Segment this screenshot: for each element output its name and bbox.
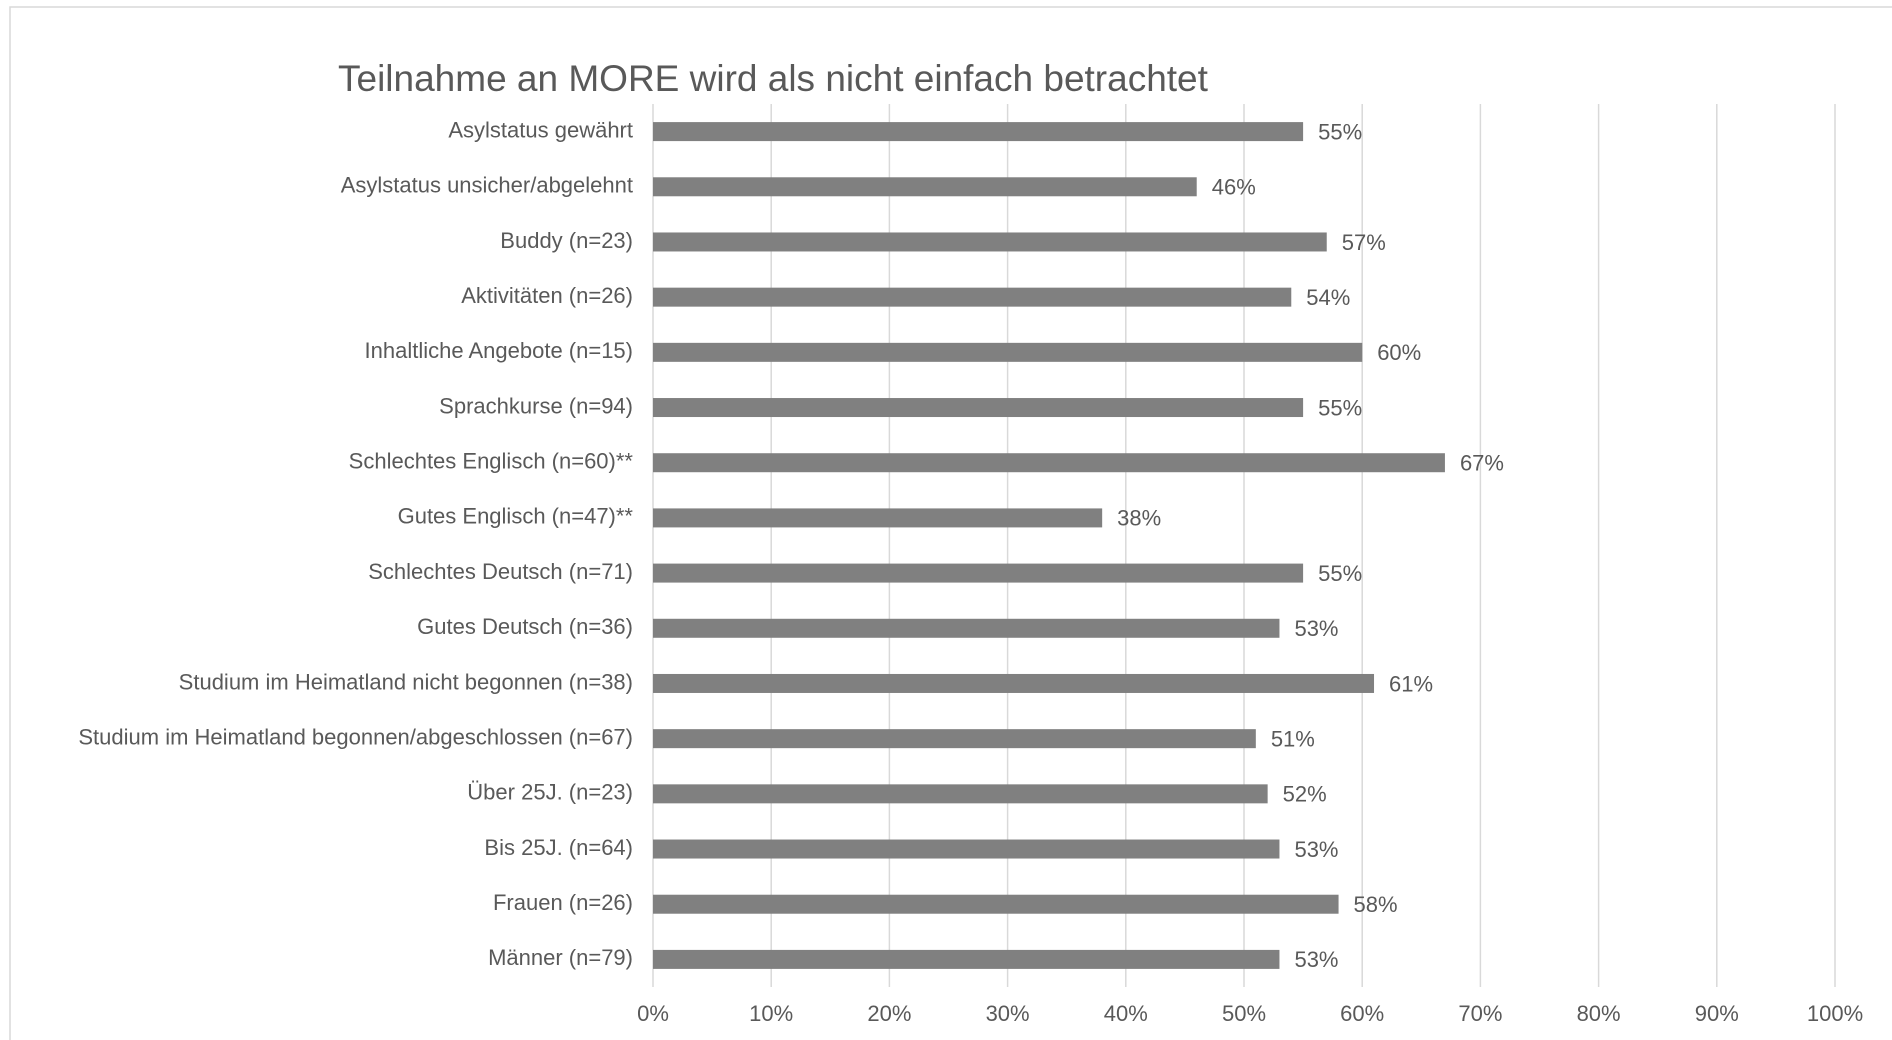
bar xyxy=(653,232,1327,252)
bar xyxy=(653,894,1339,914)
y-tick-label: Schlechtes Deutsch (n=71) xyxy=(368,559,633,584)
bar xyxy=(653,342,1363,362)
x-tick-label: 100% xyxy=(1807,1001,1863,1026)
bar xyxy=(653,508,1103,528)
y-tick-label: Asylstatus gewährt xyxy=(448,117,633,142)
chart-title: Teilnahme an MORE wird als nicht einfach… xyxy=(338,58,1209,99)
y-tick-label: Frauen (n=26) xyxy=(493,890,633,915)
x-tick-label: 60% xyxy=(1340,1001,1384,1026)
data-label: 58% xyxy=(1354,892,1398,917)
y-tick-label: Schlechtes Englisch (n=60)** xyxy=(349,449,634,474)
data-label: 53% xyxy=(1294,616,1338,641)
y-tick-label: Buddy (n=23) xyxy=(500,228,633,253)
bar xyxy=(653,729,1256,749)
bar xyxy=(653,453,1445,473)
bar xyxy=(653,673,1375,693)
y-tick-label: Studium im Heimatland nicht begonnen (n=… xyxy=(179,669,633,694)
x-tick-label: 80% xyxy=(1577,1001,1621,1026)
bar xyxy=(653,287,1292,307)
data-label: 46% xyxy=(1212,175,1256,200)
data-label: 55% xyxy=(1318,119,1362,144)
data-label: 53% xyxy=(1294,837,1338,862)
y-tick-label: Bis 25J. (n=64) xyxy=(484,835,633,860)
data-label: 57% xyxy=(1342,230,1386,255)
data-label: 61% xyxy=(1389,671,1433,696)
x-tick-label: 90% xyxy=(1695,1001,1739,1026)
data-label: 53% xyxy=(1294,947,1338,972)
x-tick-label: 40% xyxy=(1104,1001,1148,1026)
data-label: 38% xyxy=(1117,506,1161,531)
bar xyxy=(653,563,1304,583)
chart-border xyxy=(9,6,1892,1040)
y-tick-label: Inhaltliche Angebote (n=15) xyxy=(365,338,633,363)
y-tick-label: Studium im Heimatland begonnen/abgeschlo… xyxy=(78,724,633,749)
data-label: 55% xyxy=(1318,395,1362,420)
y-tick-label: Gutes Deutsch (n=36) xyxy=(417,614,633,639)
data-label: 54% xyxy=(1306,285,1350,310)
x-tick-label: 50% xyxy=(1222,1001,1266,1026)
data-label: 55% xyxy=(1318,561,1362,586)
bar xyxy=(653,949,1280,969)
y-tick-label: Sprachkurse (n=94) xyxy=(439,393,633,418)
data-label: 52% xyxy=(1283,782,1327,807)
bar xyxy=(653,177,1197,197)
x-tick-label: 10% xyxy=(749,1001,793,1026)
y-tick-label: Aktivitäten (n=26) xyxy=(461,283,633,308)
x-tick-label: 70% xyxy=(1458,1001,1502,1026)
y-tick-label: Gutes Englisch (n=47)** xyxy=(398,504,634,529)
data-label: 67% xyxy=(1460,451,1504,476)
data-label: 60% xyxy=(1377,340,1421,365)
y-tick-label: Über 25J. (n=23) xyxy=(467,780,633,805)
x-tick-label: 0% xyxy=(637,1001,669,1026)
bar xyxy=(653,618,1280,638)
data-label: 51% xyxy=(1271,726,1315,751)
bar xyxy=(653,122,1304,142)
y-tick-label: Männer (n=79) xyxy=(488,945,633,970)
x-tick-label: 30% xyxy=(986,1001,1030,1026)
x-tick-label: 20% xyxy=(867,1001,911,1026)
bar xyxy=(653,784,1268,804)
bar xyxy=(653,398,1304,418)
bar xyxy=(653,839,1280,859)
y-tick-label: Asylstatus unsicher/abgelehnt xyxy=(341,173,633,198)
